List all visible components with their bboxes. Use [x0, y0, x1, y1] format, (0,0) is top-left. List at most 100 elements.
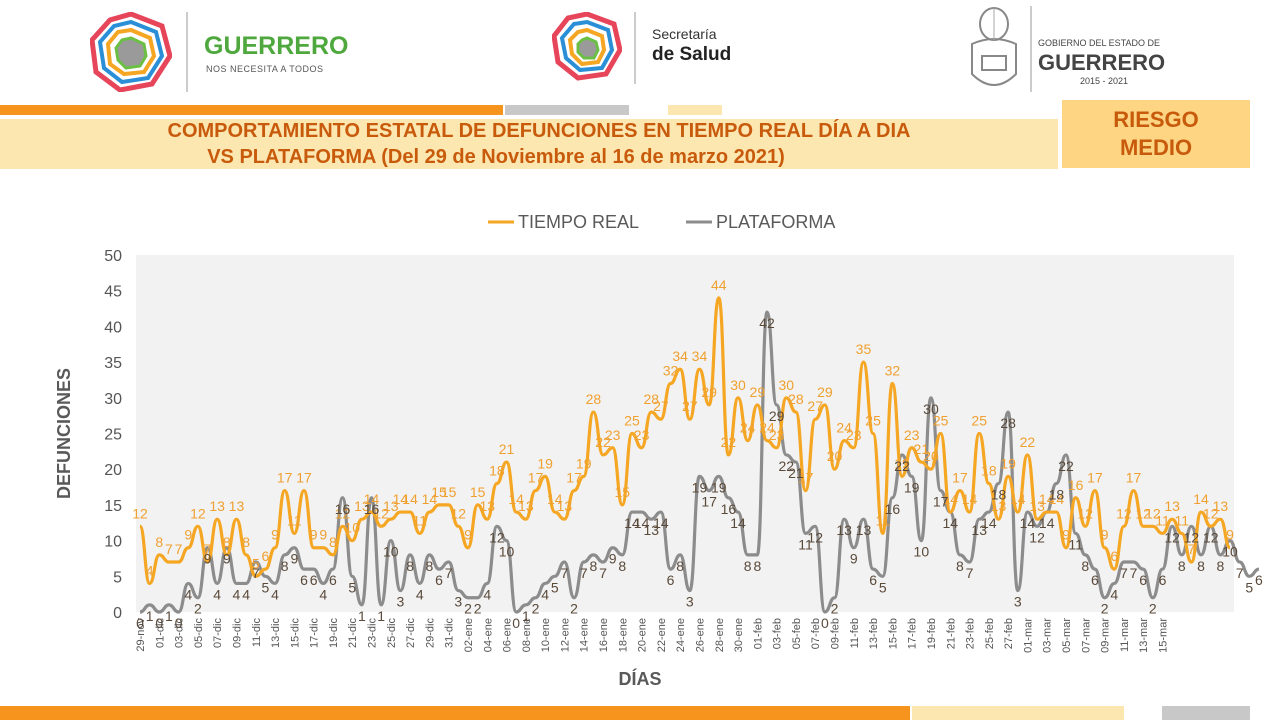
data-label-tiempo-real: 20: [827, 448, 843, 464]
data-label-tiempo-real: 29: [817, 384, 833, 400]
x-tick-label: 29-dic: [424, 618, 436, 648]
data-label-tiempo-real: 12: [373, 505, 389, 521]
x-tick-label: 19-dic: [328, 618, 340, 648]
data-label-tiempo-real: 14: [364, 491, 380, 507]
x-tick-label: 05-dic: [193, 618, 205, 648]
top-orange-bar: [0, 105, 503, 115]
data-label-tiempo-real: 11: [412, 512, 427, 528]
secretaria-salud-logo: Secretaría de Salud: [552, 10, 752, 90]
data-label-plataforma: 13: [971, 522, 987, 538]
data-label-tiempo-real: 13: [1213, 498, 1229, 514]
x-tick-label: 20-ene: [637, 618, 649, 652]
chart-title-line1: COMPORTAMIENTO ESTATAL DE DEFUNCIONES EN…: [167, 120, 911, 142]
data-label-tiempo-real: 32: [663, 363, 679, 379]
data-label-tiempo-real: 25: [933, 413, 949, 429]
data-label-plataforma: 4: [271, 586, 279, 602]
data-label-plataforma: 7: [966, 565, 974, 581]
data-label-tiempo-real: 19: [576, 455, 592, 471]
data-label-tiempo-real: 14: [1049, 491, 1065, 507]
x-tick-label: 13-mar: [1138, 618, 1150, 653]
x-tick-label: 11-dic: [251, 618, 263, 648]
x-tick-label: 27-dic: [405, 618, 417, 648]
data-label-tiempo-real: 13: [229, 498, 245, 514]
data-label-tiempo-real: 13: [518, 498, 534, 514]
data-label-tiempo-real: 17: [1087, 470, 1103, 486]
data-label-plataforma: 5: [551, 579, 559, 595]
data-label-plataforma: 14: [981, 515, 997, 531]
data-label-tiempo-real: 29: [750, 384, 766, 400]
data-label-tiempo-real: 12: [1116, 505, 1132, 521]
data-label-tiempo-real: 27: [807, 398, 823, 414]
x-tick-label: 09-feb: [830, 618, 842, 649]
guerrero-logo: GUERRERO NOS NECESITA A TODOS: [90, 12, 350, 92]
title-band: [0, 119, 1058, 169]
data-label-plataforma: 29: [769, 408, 785, 424]
data-label-plataforma: 8: [406, 558, 414, 574]
data-label-plataforma: 4: [416, 586, 424, 602]
data-label-tiempo-real: 12: [132, 505, 148, 521]
data-label-tiempo-real: 19: [537, 455, 553, 471]
data-label-plataforma: 7: [445, 565, 453, 581]
y-tick-label: 5: [113, 569, 122, 586]
data-label-plataforma: 1: [522, 608, 530, 624]
data-label-tiempo-real: 18: [981, 462, 997, 478]
data-label-tiempo-real: 8: [223, 534, 231, 550]
data-label-plataforma: 42: [759, 315, 775, 331]
data-label-plataforma: 9: [223, 551, 231, 567]
x-tick-label: 06-ene: [502, 618, 514, 652]
data-label-tiempo-real: 19: [894, 455, 910, 471]
data-label-tiempo-real: 14: [547, 491, 563, 507]
data-label-plataforma: 17: [701, 494, 717, 510]
bottom-orange-bar: [0, 706, 910, 720]
data-label-tiempo-real: 8: [155, 534, 163, 550]
series-line-plataforma: [139, 310, 1260, 614]
risk-line2: MEDIO: [1119, 135, 1193, 160]
y-tick-label: 15: [104, 498, 122, 515]
x-tick-label: 23-dic: [367, 618, 379, 648]
data-label-tiempo-real: 18: [489, 462, 505, 478]
data-label-plataforma: 1: [377, 608, 385, 624]
data-label-plataforma: 8: [744, 558, 752, 574]
data-label-plataforma: 2: [474, 601, 482, 617]
data-label-plataforma: 4: [213, 586, 221, 602]
data-label-tiempo-real: 9: [310, 527, 318, 543]
x-tick-label: 08-ene: [521, 618, 533, 652]
x-tick-label: 04-ene: [482, 618, 494, 652]
x-tick-label: 15-mar: [1157, 618, 1169, 653]
data-label-tiempo-real: 12: [451, 505, 467, 521]
data-label-tiempo-real: 7: [1188, 541, 1196, 557]
data-label-plataforma: 9: [204, 551, 212, 567]
data-label-tiempo-real: 20: [923, 448, 939, 464]
x-tick-label: 03-feb: [772, 618, 784, 649]
data-label-tiempo-real: 17: [798, 470, 814, 486]
x-tick-label: 30-ene: [733, 618, 745, 652]
data-label-tiempo-real: 9: [1101, 527, 1109, 543]
data-label-plataforma: 14: [624, 515, 640, 531]
data-label-plataforma: 5: [1245, 579, 1253, 595]
data-label-tiempo-real: 35: [856, 341, 872, 357]
y-axis-title: DEFUNCIONES: [54, 368, 74, 499]
data-label-plataforma: 2: [831, 601, 839, 617]
data-label-plataforma: 18: [1049, 486, 1065, 502]
x-tick-label: 17-dic: [309, 618, 321, 648]
data-label-tiempo-real: 17: [1126, 470, 1142, 486]
data-label-tiempo-real: 24: [836, 420, 852, 436]
x-tick-label: 27-feb: [1003, 618, 1015, 649]
data-label-plataforma: 5: [879, 579, 887, 595]
data-label-tiempo-real: 29: [701, 384, 717, 400]
data-label-plataforma: 1: [165, 608, 173, 624]
data-label-tiempo-real: 4: [146, 562, 154, 578]
x-tick-label: 29-nov: [135, 618, 147, 652]
x-tick-label: 16-ene: [598, 618, 610, 652]
x-tick-label: 24-ene: [675, 618, 687, 652]
x-tick-label: 10-ene: [540, 618, 552, 652]
x-tick-label: 11-feb: [849, 618, 861, 648]
y-tick-label: 20: [104, 462, 122, 479]
y-tick-label: 30: [104, 391, 122, 408]
y-tick-label: 35: [104, 355, 122, 372]
data-label-plataforma: 10: [383, 544, 399, 560]
x-tick-label: 01-dic: [154, 618, 166, 648]
salud-logo-line1: Secretaría: [652, 26, 717, 42]
series-line-tiempo-real: [138, 296, 1232, 586]
